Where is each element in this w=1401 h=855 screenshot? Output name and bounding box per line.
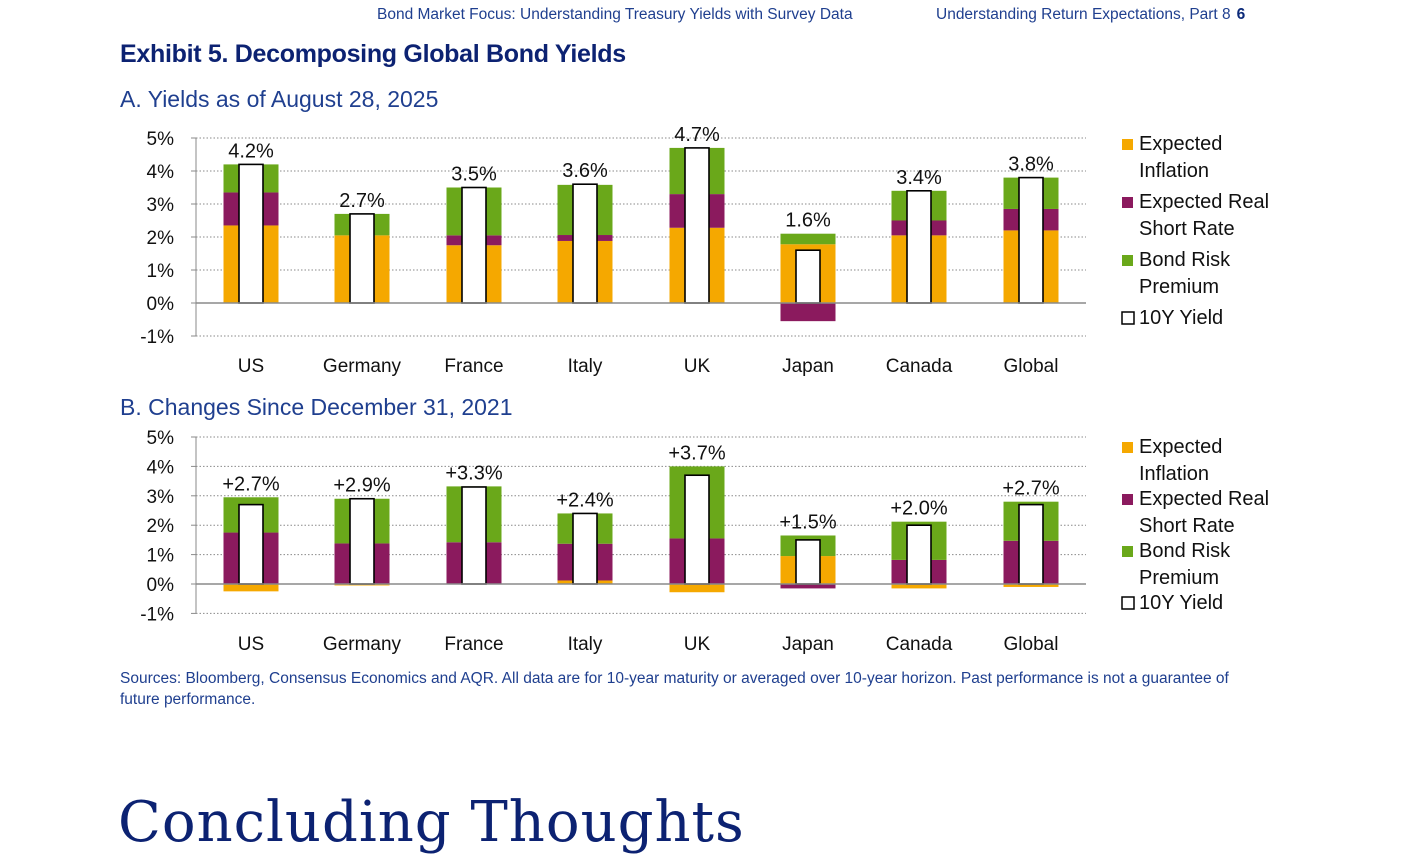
panel-b-bar-inflation <box>891 584 947 589</box>
panel-a-category-label: Italy <box>568 356 603 377</box>
panel-a-bar-10y-yield <box>684 147 710 304</box>
panel-b-category-label: Canada <box>886 634 953 655</box>
panel-b-bar-10y-yield <box>572 512 598 585</box>
panel-a-chart: 5% 4% 3% 2% 1% 0% -1% 4.2% US 2.7% Germany 3.5% Fran… <box>140 124 1269 377</box>
panel-b-chart: 5% 4% 3% 2% 1% 0% -1% +2.7% US +2.9% Germany +3.3% F… <box>140 428 1269 655</box>
panel-a-bar-10y-yield <box>906 190 932 304</box>
running-header-title: Bond Market Focus: Understanding Treasur… <box>377 6 853 23</box>
panel-a-ytick-label: 4% <box>147 162 175 183</box>
panel-a-bar-10y-yield <box>1018 176 1044 304</box>
panel-b-legend-label-real-short-rate: Expected Real Short Rate <box>1139 488 1269 537</box>
section-heading-concluding: Concluding Thoughts <box>118 790 745 855</box>
panel-b-bar-real-short-rate <box>780 584 836 589</box>
panel-b-title: B. Changes Since December 31, 2021 <box>120 394 513 420</box>
panel-a-bar-10y-yield <box>572 183 598 304</box>
panel-a-legend-swatch-inflation <box>1122 139 1133 150</box>
panel-a-legend-swatch-risk-premium <box>1122 255 1133 266</box>
panel-a-ytick-label: 5% <box>147 129 175 150</box>
panel-b-bar-10y-yield <box>1018 503 1044 585</box>
panel-b-ytick-label: 2% <box>147 516 175 537</box>
panel-b-ytick-label: 5% <box>147 428 175 449</box>
panel-b-category-label: Global <box>1004 634 1059 655</box>
panel-a-bar-risk-premium <box>780 233 836 245</box>
panel-a-ytick-label: -1% <box>140 327 174 348</box>
panel-a-category-label: Japan <box>782 356 834 377</box>
running-header-series-text: Understanding Return Expectations, Part … <box>936 6 1231 23</box>
panel-b-legend-swatch-real-short-rate <box>1122 494 1133 505</box>
page-number: 6 <box>1236 6 1246 23</box>
panel-b-ytick-label: -1% <box>140 604 174 625</box>
panel-b-bar-inflation <box>1003 584 1059 587</box>
panel-a-data-label: 4.7% <box>674 124 720 146</box>
panel-b-category-label: Germany <box>323 634 402 655</box>
panel-a-category-label: UK <box>684 356 711 377</box>
panel-b-bar-10y-yield <box>349 497 375 585</box>
panel-b-category-label: Italy <box>568 634 603 655</box>
panel-b-legend-label-risk-premium: Bond Risk Premium <box>1139 540 1231 589</box>
panel-b-legend-swatch-10y-yield <box>1121 596 1135 610</box>
panel-b-ytick-label: 4% <box>147 457 175 478</box>
panel-b-ytick-label: 0% <box>147 575 175 596</box>
panel-a-title: A. Yields as of August 28, 2025 <box>120 86 439 112</box>
panel-b-data-label: +3.3% <box>445 462 502 484</box>
panel-a-legend-label-10y-yield: 10Y Yield <box>1139 307 1223 329</box>
panel-b-data-label: +2.7% <box>222 473 279 495</box>
panel-a-data-label: 3.4% <box>896 167 942 189</box>
panel-a-legend-label-inflation: Expected Inflation <box>1139 133 1222 182</box>
panel-b-category-label: Japan <box>782 634 834 655</box>
panel-a-data-label: 3.5% <box>451 164 497 186</box>
panel-b-data-label: +2.0% <box>890 498 947 520</box>
panel-a-ytick-label: 2% <box>147 228 175 249</box>
panel-b-category-label: UK <box>684 634 711 655</box>
panel-a-legend-swatch-real-short-rate <box>1122 197 1133 208</box>
panel-b-legend-label-10y-yield: 10Y Yield <box>1139 592 1223 614</box>
panel-b-legend-swatch-inflation <box>1122 442 1133 453</box>
panel-a-data-label: 4.2% <box>228 140 274 162</box>
panel-a-category-label: Canada <box>886 356 953 377</box>
panel-a-data-label: 1.6% <box>785 210 831 232</box>
panel-b-bar-10y-yield <box>684 474 710 585</box>
panel-a-category-label: Global <box>1004 356 1059 377</box>
panel-a-bar-10y-yield <box>795 249 821 304</box>
panel-b-bar-10y-yield <box>906 524 932 585</box>
panel-b-ytick-label: 3% <box>147 487 175 508</box>
panel-b-category-label: US <box>238 634 264 655</box>
exhibit-title: Exhibit 5. Decomposing Global Bond Yield… <box>120 40 626 68</box>
panel-b-bar-inflation <box>669 584 725 593</box>
panel-b-data-label: +2.9% <box>333 475 390 497</box>
panel-a-bar-10y-yield <box>238 163 264 304</box>
running-header-series: Understanding Return Expectations, Part … <box>936 6 1245 24</box>
panel-a-legend-swatch-10y-yield <box>1121 311 1135 325</box>
panel-a-category-label: Germany <box>323 356 402 377</box>
panel-a-bar-10y-yield <box>461 186 487 304</box>
panel-b-ytick-label: 1% <box>147 546 175 567</box>
panel-b-data-label: +1.5% <box>779 511 836 533</box>
sources-note: Sources: Bloomberg, Consensus Economics … <box>120 670 1229 708</box>
panel-a-data-label: 3.8% <box>1008 154 1054 176</box>
panel-a-data-label: 2.7% <box>339 190 385 212</box>
panel-b-bar-10y-yield <box>795 539 821 585</box>
panel-b-bar-10y-yield <box>238 503 264 585</box>
panel-a-data-label: 3.6% <box>562 160 608 182</box>
panel-b-data-label: +2.4% <box>556 489 613 511</box>
panel-b-data-label: +2.7% <box>1002 478 1059 500</box>
panel-a-ytick-label: 0% <box>147 294 175 315</box>
panel-b-legend-label-inflation: Expected Inflation <box>1139 436 1222 485</box>
panel-a-ytick-label: 1% <box>147 261 175 282</box>
panel-b-legend-swatch-risk-premium <box>1122 546 1133 557</box>
panel-b-bar-10y-yield <box>461 486 487 585</box>
panel-a-category-label: US <box>238 356 264 377</box>
panel-a-legend-label-real-short-rate: Expected Real Short Rate <box>1139 191 1269 240</box>
panel-b-bar-inflation <box>223 584 279 592</box>
panel-a-bar-10y-yield <box>349 213 375 304</box>
panel-a-category-label: France <box>444 356 503 377</box>
panel-a-bar-real-short-rate <box>780 303 836 322</box>
panel-b-data-label: +3.7% <box>668 442 725 464</box>
panel-a-ytick-label: 3% <box>147 195 175 216</box>
panel-a-legend-label-risk-premium: Bond Risk Premium <box>1139 249 1231 298</box>
panel-b-category-label: France <box>444 634 503 655</box>
